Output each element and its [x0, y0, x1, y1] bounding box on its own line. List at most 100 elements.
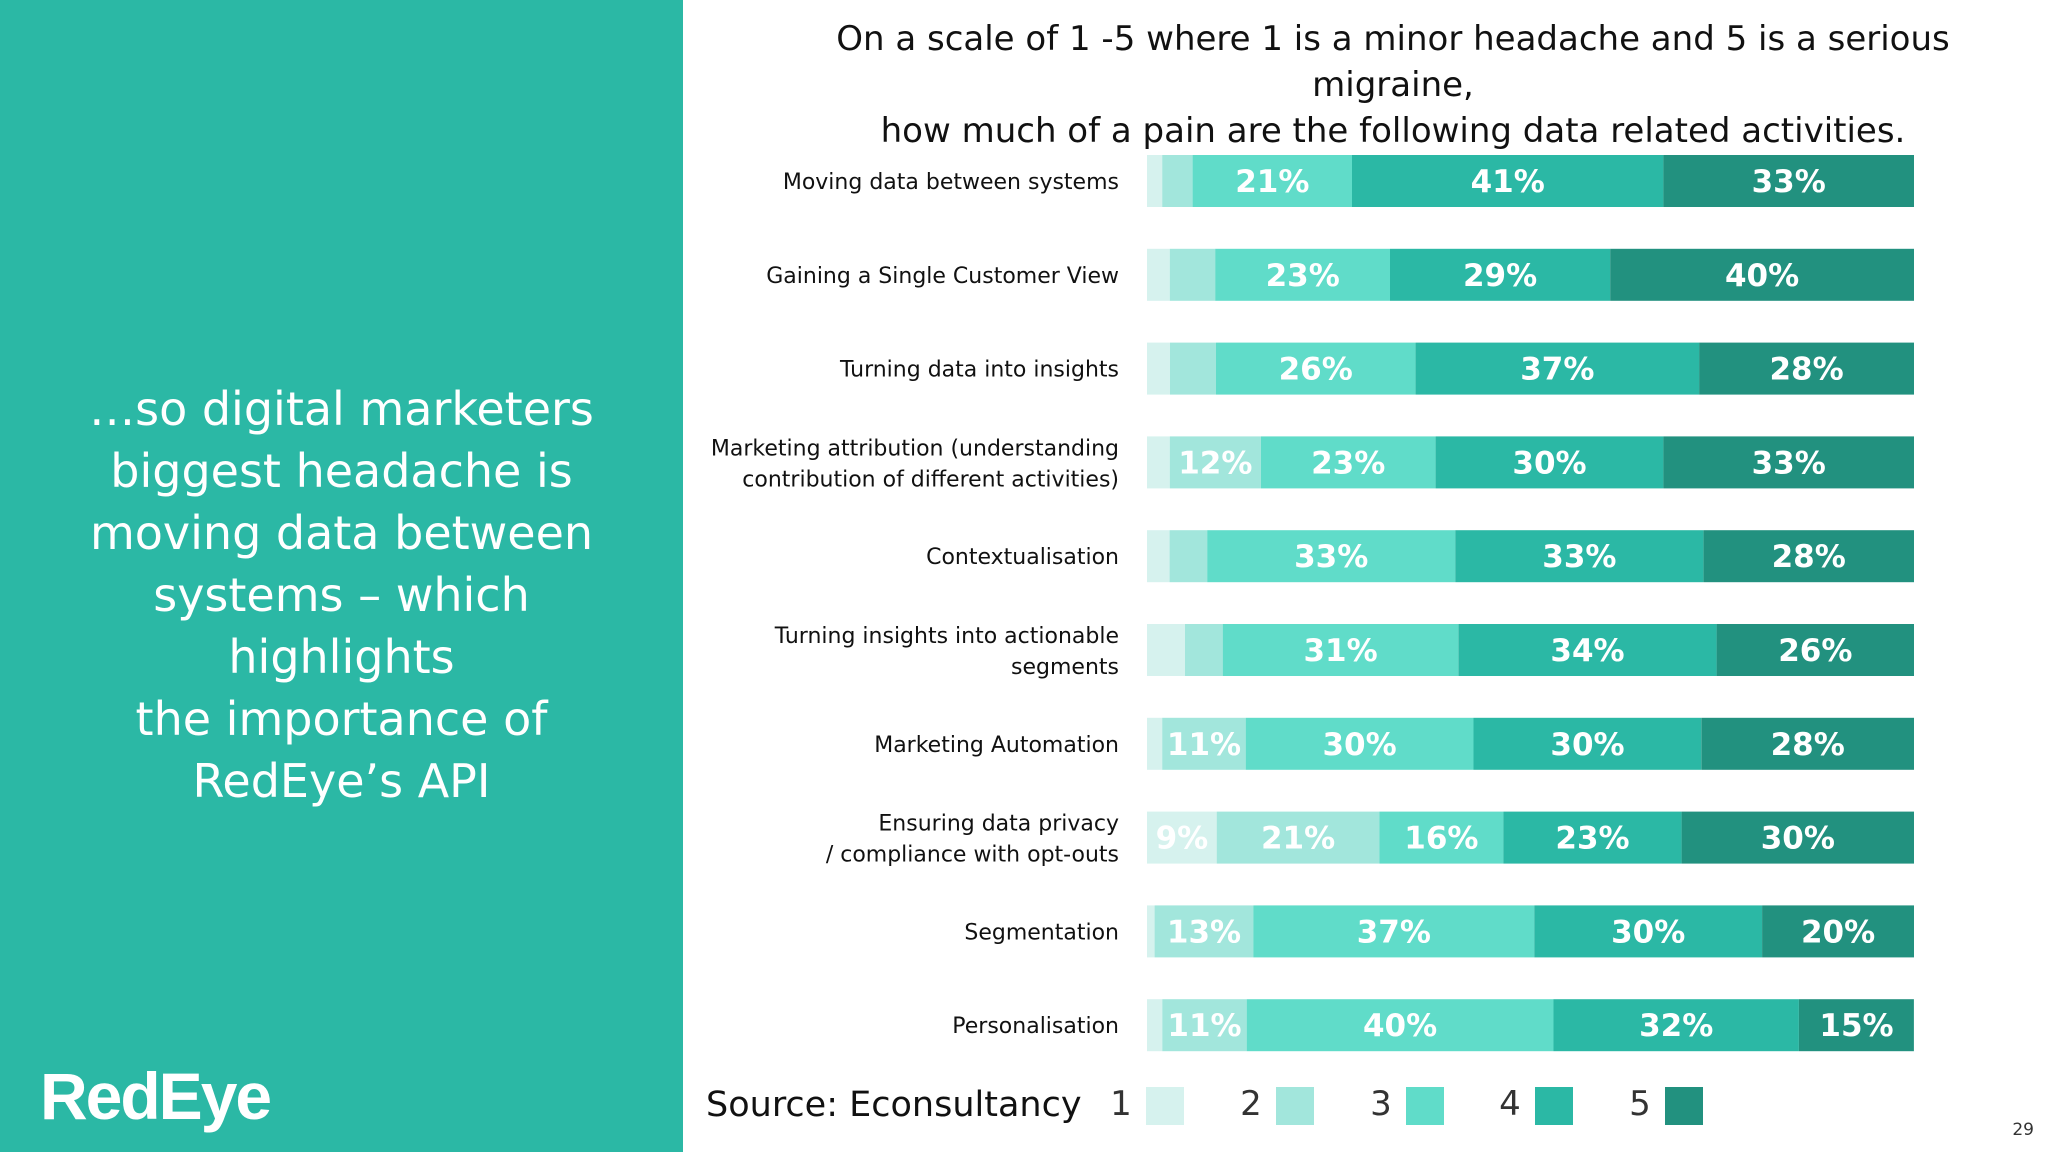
legend-label: 4 — [1499, 1084, 1521, 1124]
data-label: 11% — [1167, 1008, 1241, 1044]
data-label: 26% — [1279, 352, 1353, 388]
bar-segment-1 — [1147, 248, 1170, 301]
category-label: Contextualisation — [926, 545, 1119, 570]
bar-segment-5 — [1610, 248, 1914, 301]
bar-segment-3 — [1379, 811, 1504, 864]
data-label: 30% — [1512, 445, 1586, 481]
category-label: Moving data between systems — [783, 170, 1119, 195]
data-label: 34% — [1550, 633, 1624, 669]
bar-segment-4 — [1435, 436, 1664, 489]
bar-segment-1 — [1147, 905, 1155, 958]
bar-segment-4 — [1503, 811, 1682, 864]
bar-segment-1 — [1147, 436, 1170, 489]
legend-swatch — [1665, 1087, 1703, 1125]
data-label: 23% — [1555, 821, 1629, 857]
data-label: 11% — [1167, 727, 1241, 763]
category-label: segments — [1011, 655, 1119, 680]
bar-segment-5 — [1663, 155, 1914, 207]
bar-segment-2 — [1185, 624, 1223, 676]
bar-segment-5 — [1699, 342, 1914, 395]
bar-segment-2 — [1169, 530, 1208, 583]
bar-segment-2 — [1169, 436, 1261, 489]
tagline-line: the importance of — [135, 692, 548, 746]
data-label: 33% — [1294, 539, 1368, 575]
bar-segment-2 — [1162, 999, 1247, 1052]
data-label: 23% — [1266, 258, 1340, 294]
bar-segment-1 — [1147, 624, 1185, 676]
bar-segment-1 — [1147, 342, 1170, 395]
bar-segment-3 — [1260, 436, 1436, 489]
legend-label: 1 — [1110, 1084, 1132, 1124]
data-label: 16% — [1404, 821, 1478, 857]
bar-segment-3 — [1215, 248, 1390, 301]
tagline-line: systems – which highlights — [153, 568, 530, 684]
bar-segment-1 — [1147, 717, 1163, 770]
data-label: 28% — [1771, 727, 1845, 763]
category-label: Segmentation — [964, 920, 1119, 945]
bar-segment-4 — [1415, 342, 1700, 395]
source-note: Source: Econsultancy — [706, 1085, 1082, 1125]
legend-label: 2 — [1240, 1084, 1262, 1124]
bar-segment-4 — [1534, 905, 1763, 958]
data-label: 29% — [1463, 258, 1537, 294]
category-label: Turning insights into actionable — [774, 624, 1119, 649]
chart-title-line: how much of a pain are the following dat… — [880, 111, 1906, 151]
bar-segment-3 — [1245, 717, 1474, 770]
tagline: …so digital marketers biggest headache is… — [40, 378, 643, 812]
category-label: Marketing attribution (understanding — [711, 436, 1119, 461]
tagline-line: moving data between — [89, 506, 594, 560]
data-label: 32% — [1639, 1008, 1713, 1044]
data-label: 33% — [1752, 445, 1826, 481]
category-label: Personalisation — [952, 1014, 1119, 1039]
data-label: 37% — [1520, 352, 1594, 388]
legend-swatch — [1535, 1087, 1573, 1125]
bar-segment-4 — [1455, 530, 1704, 583]
bar-segment-4 — [1352, 155, 1664, 207]
data-label: 15% — [1819, 1008, 1893, 1044]
data-label: 30% — [1550, 727, 1624, 763]
bar-segment-2 — [1162, 155, 1193, 207]
bar-segment-5 — [1701, 717, 1914, 770]
data-label: 33% — [1752, 164, 1826, 200]
legend-swatch — [1146, 1087, 1184, 1125]
bar-segment-5 — [1798, 999, 1914, 1052]
category-label: Gaining a Single Customer View — [766, 264, 1119, 289]
bar-segment-4 — [1473, 717, 1702, 770]
bar-segment-2 — [1216, 811, 1380, 864]
bar-segment-5 — [1762, 905, 1914, 958]
data-label: 37% — [1357, 914, 1431, 950]
data-label: 20% — [1801, 914, 1875, 950]
bar-segment-5 — [1716, 624, 1914, 676]
category-label: Ensuring data privacy — [878, 812, 1119, 837]
category-label: Marketing Automation — [874, 733, 1119, 758]
bar-segment-4 — [1458, 624, 1717, 676]
legend-swatch — [1276, 1087, 1314, 1125]
bar-segment-3 — [1216, 342, 1416, 395]
data-label: 30% — [1611, 914, 1685, 950]
category-label: Turning data into insights — [839, 358, 1119, 383]
data-label: 21% — [1235, 164, 1309, 200]
data-label: 13% — [1167, 914, 1241, 950]
bar-segment-2 — [1162, 717, 1246, 770]
bar-segment-2 — [1170, 342, 1216, 395]
bar-segment-4 — [1553, 999, 1799, 1052]
data-label: 28% — [1772, 539, 1846, 575]
data-label: 28% — [1769, 352, 1843, 388]
data-label: 40% — [1363, 1008, 1437, 1044]
data-label: 26% — [1778, 633, 1852, 669]
bar-segment-3 — [1246, 999, 1554, 1052]
chart-title-line: On a scale of 1 -5 where 1 is a minor he… — [836, 19, 1950, 105]
bar-segment-2 — [1154, 905, 1254, 958]
page-number: 29 — [2012, 1120, 2034, 1140]
bar-segment-5 — [1663, 436, 1914, 489]
bar-segment-2 — [1169, 248, 1216, 301]
legend-label: 5 — [1629, 1084, 1651, 1124]
data-label: 33% — [1542, 539, 1616, 575]
category-label: contribution of different activities) — [742, 467, 1119, 492]
data-label: 21% — [1261, 821, 1335, 857]
bar-segment-1 — [1147, 999, 1163, 1052]
legend-label: 3 — [1370, 1084, 1392, 1124]
data-label: 30% — [1761, 821, 1835, 857]
legend-swatch — [1406, 1087, 1444, 1125]
